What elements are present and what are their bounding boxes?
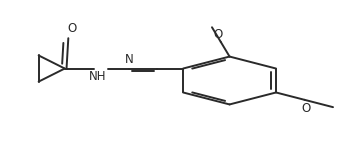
Text: N: N	[124, 53, 133, 66]
Text: NH: NH	[89, 70, 107, 83]
Text: O: O	[301, 102, 310, 115]
Text: O: O	[67, 22, 76, 35]
Text: O: O	[213, 28, 222, 41]
